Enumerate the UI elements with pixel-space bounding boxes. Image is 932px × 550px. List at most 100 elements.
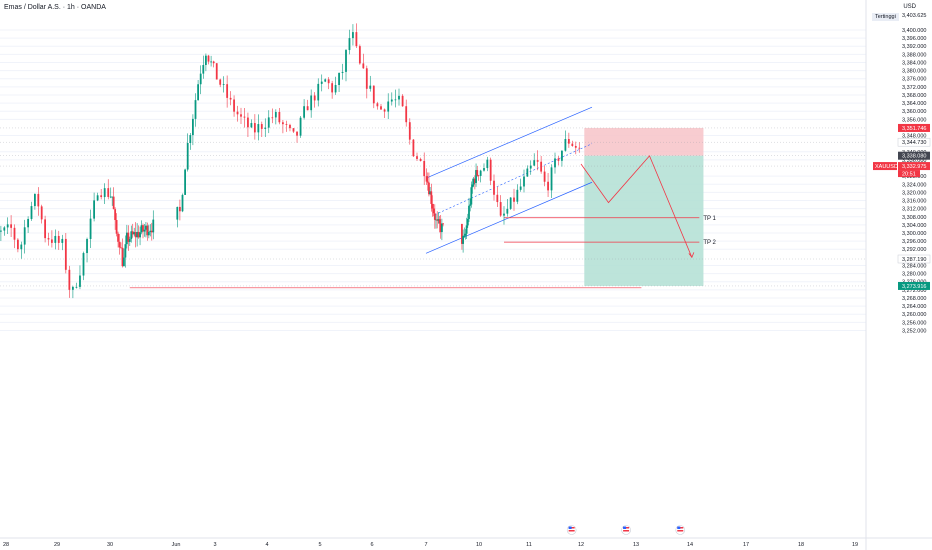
candle-body <box>212 61 215 64</box>
symbol-label: XAUUSD <box>875 164 898 170</box>
candle-body <box>146 225 149 236</box>
tp1-label: TP 1 <box>703 216 716 222</box>
y-tick-label: 3,252.000 <box>902 328 926 334</box>
candle-body <box>243 116 246 118</box>
candle-body <box>503 213 505 216</box>
y-tick-label: 3,284.000 <box>902 263 926 269</box>
price-tag-current <box>898 162 930 171</box>
candle-body <box>331 83 334 93</box>
price-tag-plain <box>897 137 931 147</box>
candle-body <box>479 170 482 176</box>
candle-body <box>365 68 368 89</box>
candle-body <box>75 286 78 288</box>
channel-upper-line <box>425 106 593 179</box>
candle-body <box>10 224 12 228</box>
candle-body <box>519 186 522 190</box>
candle-body <box>189 135 192 143</box>
candle-body <box>130 231 133 240</box>
candle-body <box>236 111 239 115</box>
symbol-tag <box>873 162 897 171</box>
countdown-label: 20:51 <box>902 172 916 178</box>
candle-body <box>229 97 232 100</box>
candle-body <box>150 230 153 233</box>
chart-title: Emas / Dollar A.S. · 1h · OANDA <box>4 4 106 11</box>
candle-body <box>37 193 40 207</box>
x-tick-label: 4 <box>265 542 268 548</box>
candle-body <box>103 188 106 198</box>
candle-body <box>473 178 476 183</box>
candle-body <box>176 206 179 220</box>
candle-body <box>285 124 288 125</box>
candle-body <box>320 81 323 84</box>
candle-body <box>296 131 298 136</box>
candle-body <box>6 224 9 228</box>
candle-body <box>107 188 110 197</box>
candle-body <box>341 71 344 73</box>
price-tag-label: 3,332.975 <box>902 164 926 170</box>
candle-body <box>118 241 121 248</box>
candle-body <box>253 123 256 133</box>
x-tick-label: 3 <box>213 542 216 548</box>
candle-body <box>433 213 436 220</box>
candle-body <box>179 206 181 212</box>
candle-body <box>133 232 136 235</box>
candle-body <box>202 64 205 74</box>
candle-body <box>439 223 442 233</box>
candle-body <box>44 219 46 239</box>
candle-body <box>149 230 152 233</box>
candle-body <box>278 111 281 123</box>
y-tick-label: 3,328.000 <box>902 174 926 180</box>
candle-body <box>425 176 428 182</box>
candle-body <box>338 72 340 85</box>
candle-body <box>561 150 563 161</box>
candle-body <box>194 100 197 119</box>
candle-body <box>536 160 539 162</box>
candle-body <box>475 170 477 183</box>
projection-arrow <box>688 252 695 259</box>
candle-body <box>23 227 26 245</box>
candle-body <box>152 219 155 233</box>
candle-body <box>419 158 422 161</box>
y-tick-label: 3,264.000 <box>902 304 926 310</box>
candle-body <box>352 32 354 39</box>
candle-body <box>134 232 137 238</box>
y-tick-label: 3,372.000 <box>902 85 926 91</box>
y-tick-label: 3,272.000 <box>902 288 926 294</box>
candle-body <box>483 168 485 171</box>
candle-body <box>51 239 53 243</box>
candle-body <box>0 230 2 232</box>
candle-body <box>324 79 327 82</box>
flag-canton <box>623 526 627 529</box>
candle-body <box>348 38 351 51</box>
y-tick-label: 3,324.000 <box>902 182 926 188</box>
y-tick-label: 3,360.000 <box>902 109 926 115</box>
candle-body <box>477 175 480 177</box>
x-tick-label: 11 <box>526 542 532 548</box>
y-tick-label: 3,392.000 <box>902 44 926 50</box>
candle-body <box>465 225 468 234</box>
y-tick-label: 3,400.000 <box>902 28 926 34</box>
candle-body <box>222 84 225 85</box>
candle-body <box>516 189 519 202</box>
high-price: 3,403.625 <box>902 13 927 19</box>
candle-body <box>468 205 470 219</box>
candle-body <box>186 142 189 170</box>
candle-body <box>93 200 95 219</box>
candle-body <box>111 196 114 198</box>
candle-body <box>192 118 194 136</box>
candle-body <box>310 95 313 111</box>
price-tag-label: 3,287.190 <box>902 257 926 263</box>
candle-body <box>289 124 291 129</box>
candle-body <box>264 127 267 129</box>
candle-body <box>34 193 36 207</box>
candle-body <box>554 158 556 168</box>
candle-body <box>3 227 6 231</box>
channel-mid-line <box>434 143 593 216</box>
flag-stripe <box>568 530 575 532</box>
y-tick-label: 3,364.000 <box>902 101 926 107</box>
take-profit-zone <box>584 155 704 286</box>
candle-body <box>72 286 74 290</box>
candle-body <box>121 247 124 267</box>
candle-body <box>114 209 117 221</box>
